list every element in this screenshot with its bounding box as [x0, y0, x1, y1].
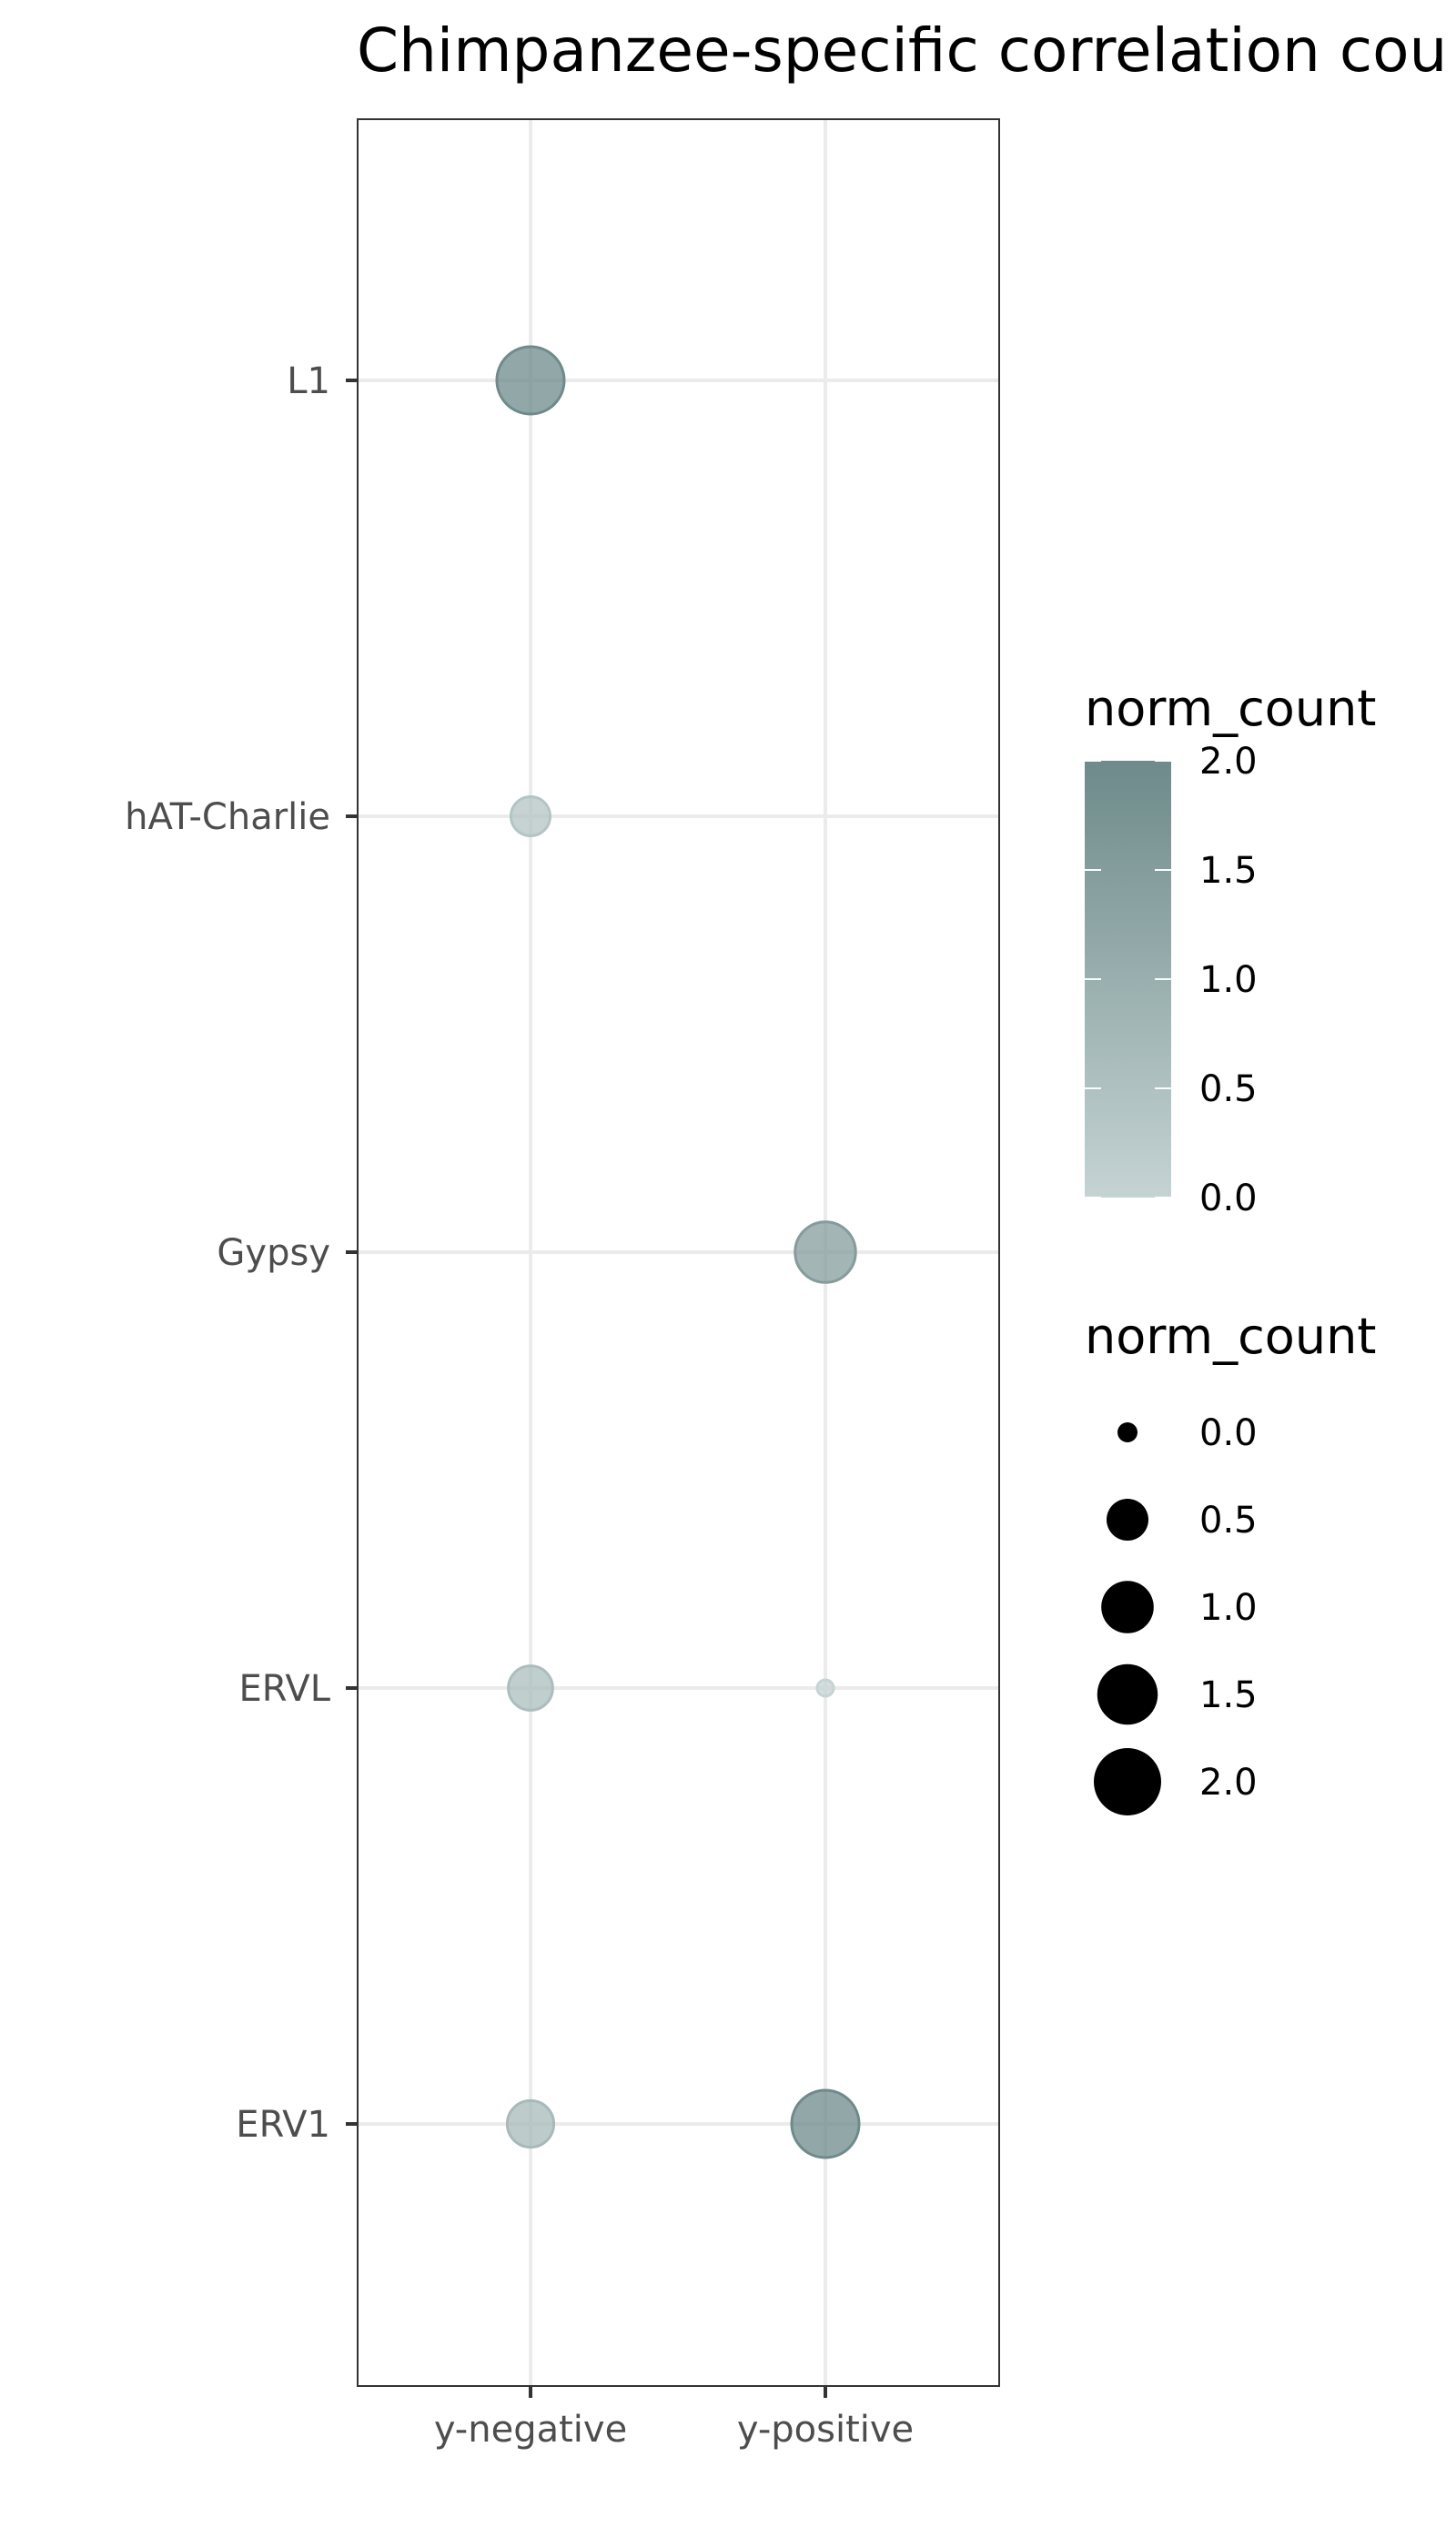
size-legend-keys: 0.0 0.5 1.0 1.5 2.0	[1094, 1412, 1258, 1815]
data-point	[794, 1220, 857, 1284]
size-legend-label: 1.0	[1199, 1587, 1258, 1629]
color-legend: norm_count 2.0 1.5 1.0 0.5 0.0	[1085, 680, 1376, 1219]
x-tick-label: y-positive	[737, 2409, 914, 2451]
size-legend-key	[1101, 1581, 1154, 1633]
y-axis: L1 hAT-Charlie Gypsy ERVL ERV1	[125, 360, 358, 2146]
data-points	[495, 345, 861, 2159]
size-legend-title: norm_count	[1085, 1308, 1376, 1365]
colorbar-tick-label: 0.0	[1199, 1178, 1258, 1219]
x-tick-label: y-negative	[434, 2409, 627, 2451]
x-axis: y-negative y-positive	[434, 2386, 914, 2451]
chart-title: Chimpanzee-specific correlation cou	[357, 15, 1447, 86]
y-tick-label: hAT-Charlie	[125, 796, 330, 838]
size-legend-label: 0.5	[1199, 1500, 1258, 1542]
y-tick-label: L1	[287, 360, 330, 402]
size-legend-label: 0.0	[1199, 1412, 1258, 1454]
size-legend: norm_count 0.0 0.5 1.0 1.5 2.0	[1085, 1308, 1376, 1815]
colorbar-tick-label: 1.5	[1199, 850, 1258, 892]
size-legend-key	[1097, 1663, 1158, 1725]
colorbar-tick-label: 0.5	[1199, 1068, 1258, 1110]
size-legend-label: 1.5	[1199, 1674, 1258, 1716]
data-point	[509, 794, 552, 838]
data-point	[507, 1664, 554, 1712]
colorbar-ticks: 2.0 1.5 1.0 0.5 0.0	[1085, 741, 1258, 1219]
data-point	[815, 1678, 835, 1698]
y-tick-label: ERV1	[236, 2104, 330, 2146]
colorbar-tick-label: 1.0	[1199, 959, 1258, 1001]
size-legend-key	[1094, 1748, 1161, 1815]
grid-lines	[358, 119, 999, 2386]
data-point	[790, 2088, 861, 2159]
y-tick-label: Gypsy	[217, 1232, 330, 1274]
size-legend-key	[1107, 1499, 1148, 1541]
color-legend-title: norm_count	[1085, 680, 1376, 737]
colorbar-tick-label: 2.0	[1199, 741, 1258, 783]
data-point	[505, 2098, 556, 2149]
y-tick-label: ERVL	[238, 1668, 330, 1710]
size-legend-key	[1117, 1422, 1138, 1442]
size-legend-label: 2.0	[1199, 1762, 1258, 1804]
data-point	[495, 345, 566, 416]
